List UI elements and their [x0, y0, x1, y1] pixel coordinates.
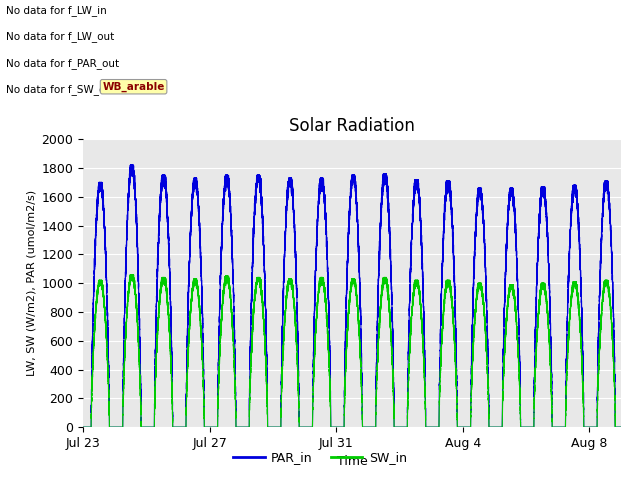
PAR_in — [617, 424, 625, 430]
Y-axis label: LW, SW (W/m2), PAR (umol/m2/s): LW, SW (W/m2), PAR (umol/m2/s) — [26, 190, 36, 376]
SW_in — [79, 424, 87, 430]
Text: No data for f_LW_out: No data for f_LW_out — [6, 31, 115, 42]
SW_in — [617, 424, 625, 430]
PAR_in — [545, 275, 553, 280]
Legend: PAR_in, SW_in: PAR_in, SW_in — [228, 446, 412, 469]
Title: Solar Radiation: Solar Radiation — [289, 117, 415, 135]
SW_in — [127, 272, 134, 277]
PAR_in — [79, 424, 87, 430]
SW_in — [519, 424, 527, 430]
Text: No data for f_SW_out: No data for f_SW_out — [6, 84, 116, 95]
PAR_in — [358, 374, 365, 380]
SW_in — [545, 335, 553, 340]
SW_in — [358, 395, 365, 401]
Text: WB_arable: WB_arable — [102, 82, 164, 92]
Line: SW_in: SW_in — [83, 275, 621, 427]
Line: PAR_in: PAR_in — [83, 165, 621, 427]
PAR_in — [519, 424, 527, 430]
PAR_in — [329, 424, 337, 430]
PAR_in — [207, 424, 215, 430]
X-axis label: Time: Time — [337, 456, 367, 468]
SW_in — [207, 424, 215, 430]
Text: No data for f_LW_in: No data for f_LW_in — [6, 5, 107, 16]
PAR_in — [127, 162, 134, 168]
Text: No data for f_PAR_out: No data for f_PAR_out — [6, 58, 120, 69]
SW_in — [249, 328, 257, 334]
SW_in — [329, 424, 337, 430]
PAR_in — [249, 262, 257, 268]
